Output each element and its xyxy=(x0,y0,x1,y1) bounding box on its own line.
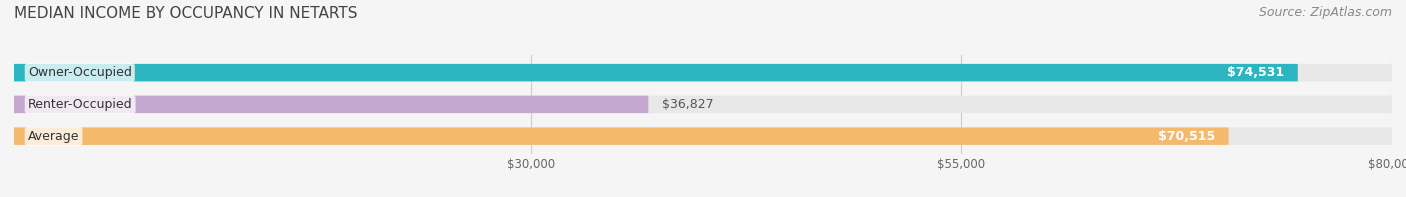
Text: $74,531: $74,531 xyxy=(1227,66,1284,79)
Text: Average: Average xyxy=(28,130,79,143)
FancyBboxPatch shape xyxy=(14,96,1392,113)
Text: $36,827: $36,827 xyxy=(662,98,714,111)
Text: Owner-Occupied: Owner-Occupied xyxy=(28,66,132,79)
FancyBboxPatch shape xyxy=(14,96,648,113)
Text: $70,515: $70,515 xyxy=(1157,130,1215,143)
Text: MEDIAN INCOME BY OCCUPANCY IN NETARTS: MEDIAN INCOME BY OCCUPANCY IN NETARTS xyxy=(14,6,357,21)
Text: Source: ZipAtlas.com: Source: ZipAtlas.com xyxy=(1258,6,1392,19)
FancyBboxPatch shape xyxy=(14,127,1229,145)
FancyBboxPatch shape xyxy=(14,64,1392,81)
FancyBboxPatch shape xyxy=(14,127,1392,145)
Text: Renter-Occupied: Renter-Occupied xyxy=(28,98,132,111)
FancyBboxPatch shape xyxy=(14,64,1298,81)
